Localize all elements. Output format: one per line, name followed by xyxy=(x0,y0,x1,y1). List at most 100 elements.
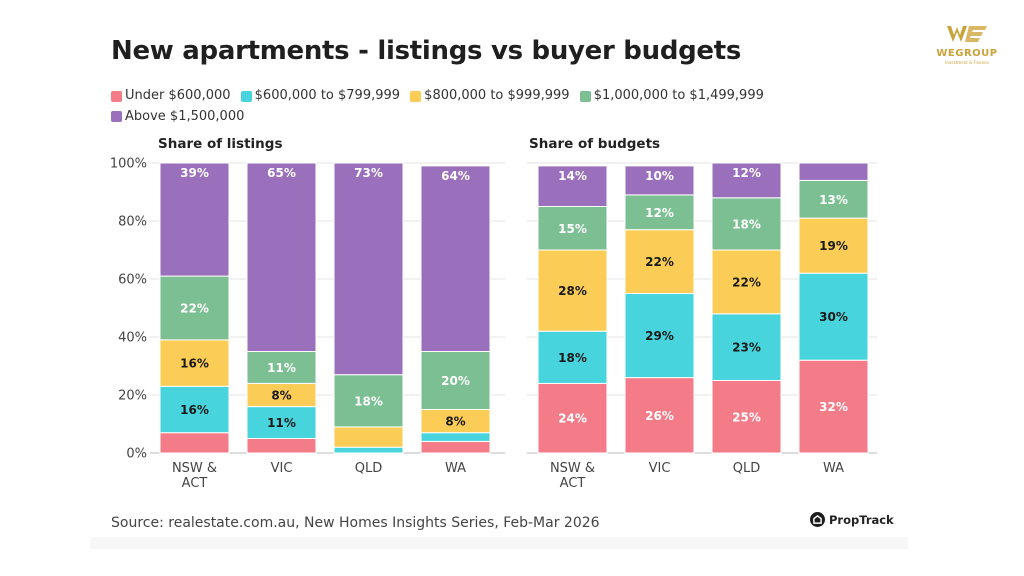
y-tick-label: 60% xyxy=(118,273,147,288)
budgets-data-label: 15% xyxy=(558,222,587,236)
listings-panel-title: Share of listings xyxy=(158,136,283,152)
listings-x-tick-label: VIC xyxy=(271,461,293,476)
legend-swatch xyxy=(579,90,591,102)
listings-data-label: 22% xyxy=(180,302,209,316)
budgets-bar-segment xyxy=(711,249,782,315)
y-tick-label: 0% xyxy=(126,447,147,462)
budgets-bar-segment xyxy=(798,217,869,274)
footer-band xyxy=(90,537,908,549)
proptrack-icon xyxy=(810,512,825,527)
listings-data-label: 11% xyxy=(267,416,296,430)
y-tick-label: 20% xyxy=(118,389,147,404)
budgets-data-label: 22% xyxy=(732,275,761,289)
wegroup-subtitle: Investment & Finance xyxy=(945,60,989,65)
budgets-data-label: 32% xyxy=(819,400,848,414)
listings-bar-segment xyxy=(246,438,317,454)
budgets-data-label: 22% xyxy=(645,255,674,269)
budgets-bar-segment xyxy=(537,330,608,384)
budgets-bar-segment xyxy=(624,377,695,454)
budgets-bar-segment xyxy=(624,165,695,196)
budgets-bar-segment xyxy=(798,162,869,181)
page-title: New apartments - listings vs buyer budge… xyxy=(111,36,742,66)
budgets-data-label: 30% xyxy=(819,310,848,324)
budgets-bar-segment xyxy=(537,249,608,332)
budgets-data-label: 24% xyxy=(558,412,587,426)
listings-data-label: 11% xyxy=(267,361,296,375)
budgets-data-label: 10% xyxy=(645,169,674,183)
listings-data-label: 8% xyxy=(445,415,465,429)
listings-bar-segment xyxy=(246,351,317,384)
listings-data-label: 20% xyxy=(441,374,470,388)
listings-bar-segment xyxy=(333,426,404,448)
legend-item: $800,000 to $999,999 xyxy=(410,87,570,105)
listings-bar-segment xyxy=(333,162,404,376)
listings-bar-segment xyxy=(159,432,230,454)
budgets-data-label: 14% xyxy=(558,169,587,183)
budgets-bar-segment xyxy=(798,179,869,219)
legend-item: Above $1,500,000 xyxy=(111,108,244,126)
listings-bar-segment xyxy=(420,351,491,410)
budgets-x-tick-label: WA xyxy=(823,461,844,476)
listings-data-label: 16% xyxy=(180,403,209,417)
legend-item: Under $600,000 xyxy=(111,87,231,105)
listings-x-tick-label: NSW & ACT xyxy=(172,461,217,491)
y-tick-label: 100% xyxy=(110,157,147,172)
legend-swatch xyxy=(111,90,122,102)
listings-bar-segment xyxy=(420,440,491,454)
listings-bar-segment xyxy=(159,162,230,277)
wegroup-logo: WEGROUP Investment & Finance xyxy=(932,24,1002,65)
budgets-bar-segment xyxy=(537,165,608,207)
budgets-bar-segment xyxy=(537,206,608,251)
listings-data-label: 18% xyxy=(354,394,383,408)
budgets-bar-segment xyxy=(711,162,782,199)
legend-label: $800,000 to $999,999 xyxy=(424,88,570,103)
listings-bar-segment xyxy=(159,339,230,387)
budgets-x-tick-label: NSW & ACT xyxy=(550,461,595,491)
budgets-data-label: 19% xyxy=(819,239,848,253)
budgets-x-tick-label: VIC xyxy=(649,461,671,476)
budgets-bar-segment xyxy=(711,313,782,381)
legend-label: Above $1,500,000 xyxy=(125,108,245,124)
budgets-bar-segment xyxy=(624,229,695,294)
listings-x-tick-label: WA xyxy=(445,461,466,476)
listings-bar-segment xyxy=(159,275,230,341)
listings-data-label: 16% xyxy=(180,357,209,371)
budgets-data-label: 26% xyxy=(645,409,674,423)
legend-item: $1,000,000 to $1,499,999 xyxy=(579,87,764,105)
legend-label: $1,000,000 to $1,499,999 xyxy=(593,88,764,103)
budgets-bar-segment xyxy=(798,359,869,454)
legend-swatch xyxy=(240,90,252,102)
budgets-data-label: 28% xyxy=(558,284,587,298)
wegroup-name: WEGROUP xyxy=(936,48,998,59)
listings-bar-segment xyxy=(246,162,317,352)
y-tick-label: 40% xyxy=(118,331,147,346)
budgets-data-label: 13% xyxy=(819,193,848,207)
wegroup-logo-icon xyxy=(947,26,987,42)
legend-label: Under $600,000 xyxy=(125,88,231,103)
legend-swatch xyxy=(111,111,122,122)
listings-data-label: 39% xyxy=(180,166,209,180)
proptrack-logo: PropTrack xyxy=(810,512,894,527)
legend-swatch xyxy=(410,90,422,102)
legend-item: $600,000 to $799,999 xyxy=(240,87,400,105)
budgets-bar-segment xyxy=(537,382,608,454)
y-tick-label: 80% xyxy=(118,215,147,230)
budgets-data-label: 12% xyxy=(645,206,674,220)
listings-bar-segment xyxy=(333,374,404,428)
budgets-data-label: 12% xyxy=(732,166,761,180)
proptrack-label: PropTrack xyxy=(829,512,894,527)
budgets-bar-segment xyxy=(798,272,869,361)
listings-data-label: 64% xyxy=(441,169,470,183)
listings-data-label: 73% xyxy=(354,166,383,180)
source-note: Source: realestate.com.au, New Homes Ins… xyxy=(111,515,600,531)
budgets-data-label: 23% xyxy=(732,341,761,355)
budgets-data-label: 18% xyxy=(732,217,761,231)
chart-legend: Under $600,000 $600,000 to $799,999 $800… xyxy=(111,87,811,128)
budgets-panel-title: Share of budgets xyxy=(529,136,661,152)
budgets-data-label: 29% xyxy=(645,329,674,343)
listings-bar-segment xyxy=(159,385,230,434)
listings-data-label: 8% xyxy=(271,389,291,403)
listings-data-label: 65% xyxy=(267,166,296,180)
listings-x-tick-label: QLD xyxy=(355,461,383,476)
